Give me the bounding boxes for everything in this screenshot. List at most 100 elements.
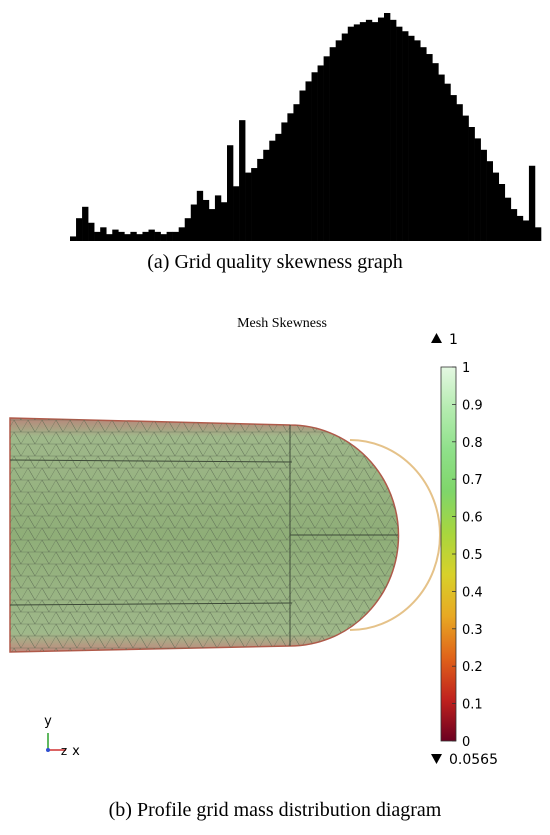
triad-label-y: y bbox=[44, 714, 52, 729]
bar bbox=[365, 19, 373, 242]
triad-label-x: x bbox=[72, 744, 80, 759]
mesh-highlight bbox=[349, 439, 441, 631]
bar bbox=[474, 138, 481, 241]
bar bbox=[184, 218, 192, 241]
bar bbox=[166, 231, 173, 241]
bar bbox=[106, 234, 113, 241]
caption-b: (b) Profile grid mass distribution diagr… bbox=[109, 799, 442, 821]
bar bbox=[377, 17, 385, 242]
bar bbox=[371, 22, 379, 242]
tick-label: 1 bbox=[462, 361, 470, 376]
bar bbox=[154, 231, 161, 241]
bar bbox=[462, 115, 469, 241]
bar bbox=[214, 195, 222, 241]
bar bbox=[317, 65, 324, 241]
axis-triad: y z x bbox=[44, 714, 80, 759]
tick-label: 0.8 bbox=[462, 436, 483, 451]
bar bbox=[220, 202, 228, 241]
bar bbox=[335, 40, 343, 241]
bar bbox=[196, 190, 204, 241]
bar bbox=[305, 81, 312, 242]
tick-label: 0.1 bbox=[462, 698, 483, 713]
bar bbox=[245, 172, 252, 241]
triad-label-z: z bbox=[61, 744, 67, 758]
bar bbox=[528, 165, 536, 241]
bar bbox=[148, 229, 155, 241]
bar bbox=[233, 186, 240, 241]
bar bbox=[468, 127, 475, 241]
bar bbox=[227, 145, 234, 241]
bar bbox=[492, 172, 500, 241]
bar bbox=[390, 19, 397, 242]
tick-label: 0.7 bbox=[462, 473, 483, 488]
mesh-lines bbox=[10, 418, 399, 652]
bar bbox=[269, 140, 276, 241]
bar bbox=[160, 234, 167, 241]
bar bbox=[480, 149, 487, 241]
bar bbox=[257, 158, 264, 241]
bar bbox=[522, 220, 530, 241]
bar bbox=[498, 184, 506, 241]
bar bbox=[359, 22, 367, 242]
bar bbox=[202, 199, 210, 241]
bar bbox=[329, 47, 336, 242]
bar bbox=[208, 209, 216, 241]
min-marker bbox=[431, 754, 442, 764]
bar bbox=[420, 47, 427, 242]
colorbar: 0 0.1 0.2 0.3 0.4 0.5 0.6 0.7 0.8 0.9 1 bbox=[440, 361, 483, 750]
bar bbox=[275, 133, 282, 241]
bar bbox=[408, 35, 415, 241]
bar bbox=[76, 218, 83, 241]
triad-z bbox=[46, 748, 50, 752]
bar bbox=[82, 206, 89, 241]
bar bbox=[347, 26, 355, 242]
bar bbox=[281, 122, 288, 241]
bar bbox=[124, 234, 131, 241]
mesh-render bbox=[9, 417, 441, 653]
tick-label: 0.2 bbox=[462, 660, 483, 675]
bar bbox=[396, 26, 403, 242]
plot-title: Mesh Skewness bbox=[237, 316, 327, 331]
tick-label: 0.6 bbox=[462, 511, 483, 526]
bar bbox=[341, 33, 349, 241]
caption-a: (a) Grid quality skewness graph bbox=[147, 251, 403, 273]
bar bbox=[384, 13, 391, 241]
tick-label: 0.5 bbox=[462, 548, 483, 563]
bar bbox=[353, 24, 361, 242]
bar bbox=[456, 104, 463, 241]
tick-label: 0.9 bbox=[462, 398, 483, 413]
tick-label: 0.4 bbox=[462, 585, 483, 600]
tick-label: 0 bbox=[462, 735, 470, 750]
bar bbox=[504, 197, 512, 241]
max-marker bbox=[431, 333, 442, 343]
bar bbox=[112, 229, 119, 241]
bar bbox=[516, 215, 524, 241]
bar bbox=[88, 222, 95, 241]
bar bbox=[293, 104, 300, 241]
bar bbox=[100, 227, 107, 241]
max-label: 1 bbox=[449, 332, 458, 348]
bar bbox=[438, 74, 445, 241]
bar bbox=[130, 231, 137, 241]
bar bbox=[118, 231, 125, 241]
bar bbox=[70, 236, 77, 241]
bar bbox=[323, 56, 330, 241]
bar bbox=[190, 204, 198, 241]
bar bbox=[426, 54, 433, 241]
bar bbox=[414, 40, 421, 241]
bar bbox=[239, 120, 246, 241]
bar bbox=[251, 168, 258, 241]
bar bbox=[311, 72, 318, 241]
tick-label: 0.3 bbox=[462, 623, 483, 638]
bar bbox=[450, 95, 457, 241]
bar bbox=[136, 234, 143, 241]
bar bbox=[444, 83, 451, 242]
min-label: 0.0565 bbox=[449, 752, 498, 768]
bar bbox=[402, 31, 409, 241]
bar bbox=[263, 149, 270, 241]
bar bbox=[172, 231, 179, 241]
bar bbox=[142, 231, 149, 241]
bar bbox=[299, 90, 306, 242]
bar bbox=[432, 63, 439, 241]
